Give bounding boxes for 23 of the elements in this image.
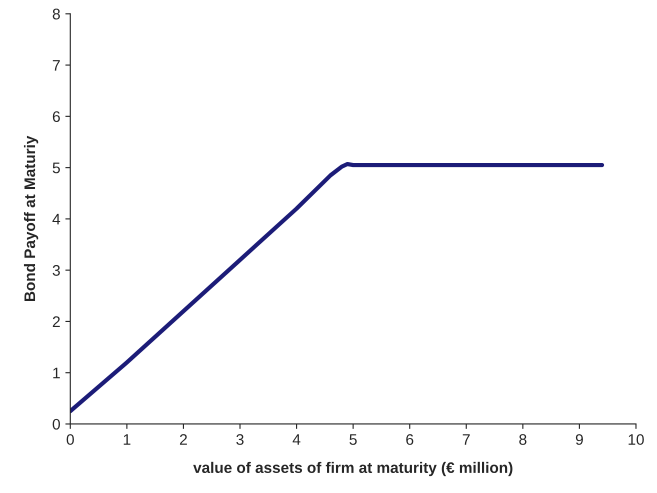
y-tick-label: 7 <box>52 60 60 71</box>
y-tick-label: 4 <box>52 214 60 224</box>
x-tick-label: 7 <box>462 434 470 445</box>
x-tick-label: 5 <box>350 434 357 445</box>
x-tick-label: 10 <box>628 434 644 445</box>
y-tick-label: 3 <box>52 265 60 276</box>
x-tick-label: 3 <box>236 434 244 445</box>
y-tick-label: 6 <box>52 111 60 122</box>
y-tick-label: 0 <box>52 418 60 430</box>
x-tick-label: 1 <box>124 434 130 445</box>
x-tick-label: 8 <box>519 434 526 445</box>
y-tick-label: 2 <box>52 316 60 327</box>
y-tick-label: 1 <box>53 368 60 378</box>
x-tick-label: 0 <box>66 434 74 445</box>
line-series <box>70 162 604 414</box>
y-tick-label: 8 <box>52 8 60 20</box>
y-axis-title: Bond Payoff at Maturiy <box>24 136 38 302</box>
x-tick-label: 2 <box>180 434 187 445</box>
x-tick-label: 4 <box>292 434 300 445</box>
x-tick-label: 9 <box>576 434 583 445</box>
y-tick-label: 5 <box>52 162 60 174</box>
x-axis-title: value of assets of firm at maturity (€ million) <box>193 462 512 476</box>
x-tick-label: 6 <box>406 434 414 445</box>
